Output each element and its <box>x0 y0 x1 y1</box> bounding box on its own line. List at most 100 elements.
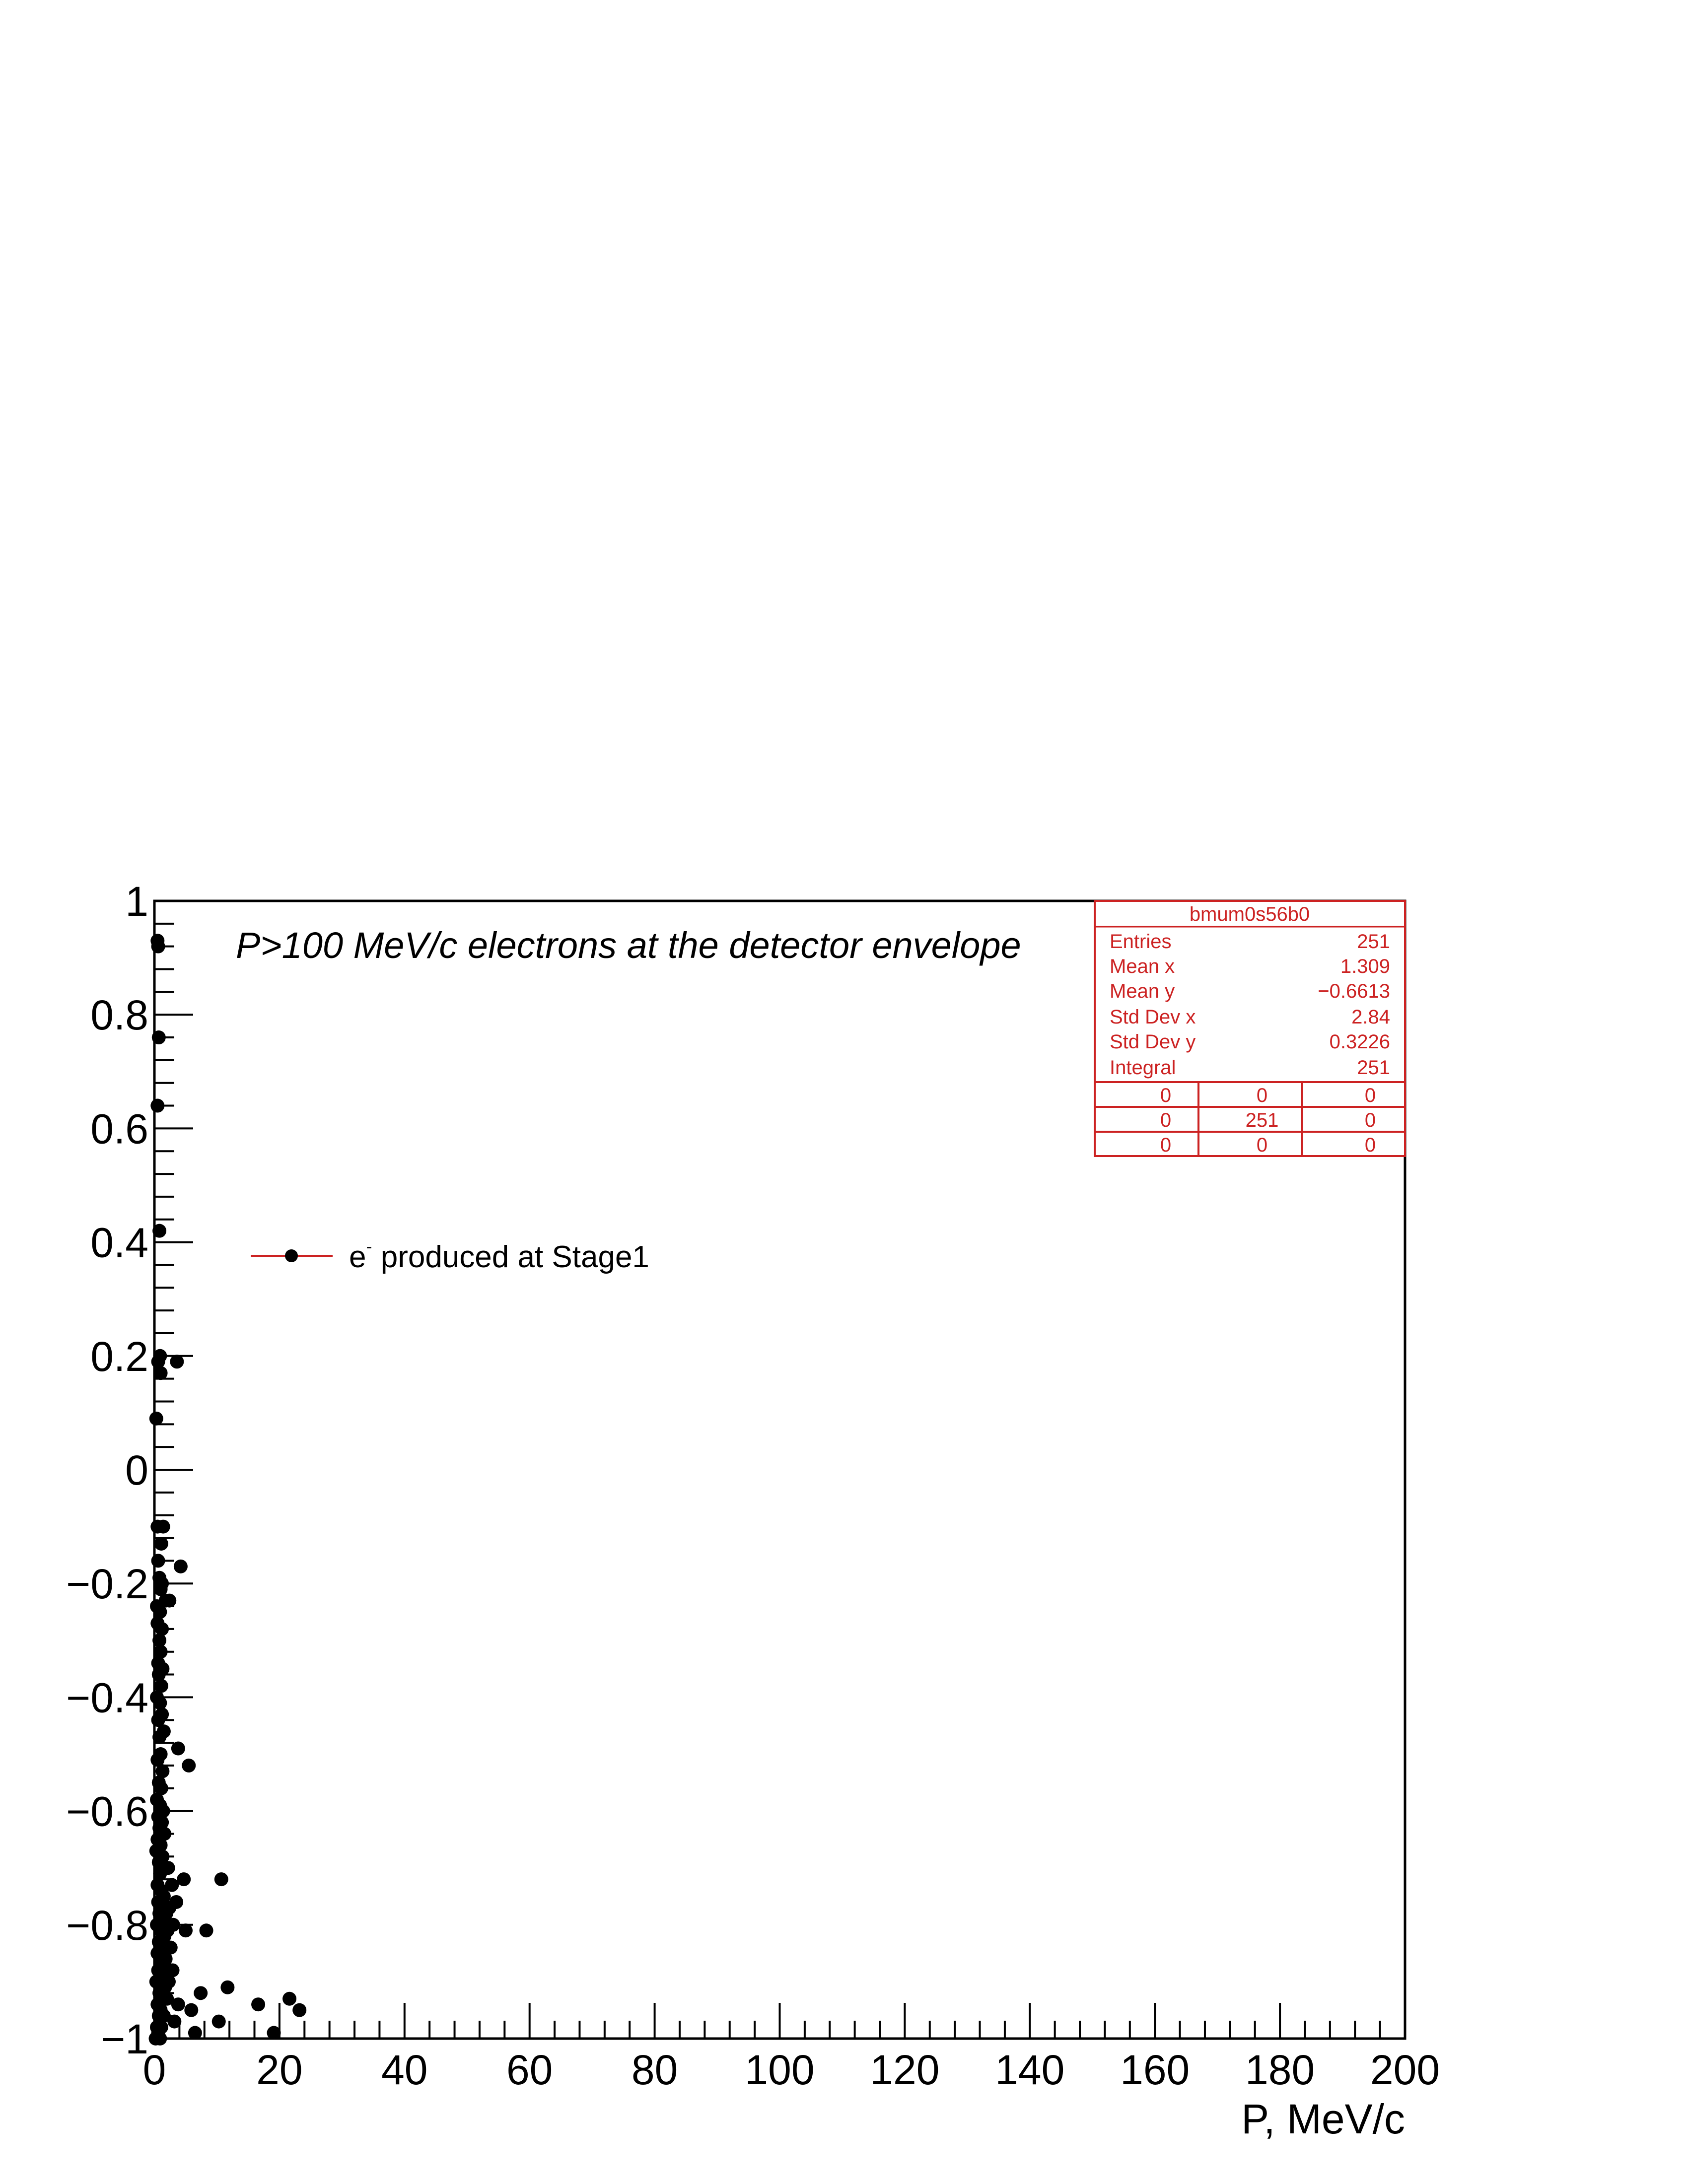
x-tick-label: 180 <box>1245 2047 1315 2093</box>
stats-grid-cell: 0 <box>1160 1085 1171 1106</box>
data-point <box>170 1355 184 1369</box>
x-tick-label: 20 <box>256 2047 302 2093</box>
data-point <box>156 1519 170 1534</box>
stats-grid-cell: 0 <box>1257 1134 1267 1156</box>
stats-grid-cell: 0 <box>1365 1085 1376 1106</box>
data-point <box>155 1764 170 1778</box>
stats-label-mean-y: Mean y <box>1110 980 1175 1002</box>
x-tick-label: 120 <box>870 2047 939 2093</box>
data-point <box>156 2009 171 2023</box>
stats-label-entries: Entries <box>1110 931 1172 953</box>
data-point <box>178 1923 193 1938</box>
data-point <box>155 1622 169 1636</box>
data-point <box>154 1536 168 1551</box>
data-point <box>154 1781 168 1795</box>
data-point <box>151 1355 165 1369</box>
data-point <box>171 1997 185 2012</box>
x-tick-label: 160 <box>1120 2047 1190 2093</box>
data-point <box>153 1366 168 1380</box>
stats-grid-cell: 0 <box>1365 1109 1376 1131</box>
stats-grid-cell: 0 <box>1257 1085 1267 1106</box>
data-point <box>151 1713 165 1727</box>
y-tick-label: −0.6 <box>66 1788 148 1835</box>
stats-grid-cell: 251 <box>1246 1109 1279 1131</box>
stats-value-std-dev-x: 2.84 <box>1351 1006 1390 1028</box>
chart-title: P>100 MeV/c electrons at the detector en… <box>236 925 1021 966</box>
stats-value-integral: 251 <box>1357 1057 1390 1079</box>
stats-label-std-dev-x: Std Dev x <box>1110 1006 1196 1028</box>
data-point <box>211 2014 226 2029</box>
y-tick-label: 1 <box>125 878 148 925</box>
x-tick-label: 200 <box>1370 2047 1440 2093</box>
legend-marker <box>285 1249 298 1262</box>
data-point <box>199 1923 213 1938</box>
data-point <box>150 1098 165 1113</box>
x-tick-label: 60 <box>506 2047 553 2093</box>
y-tick-label: −0.4 <box>66 1674 148 1721</box>
stats-label-std-dev-y: Std Dev y <box>1110 1031 1196 1053</box>
y-tick-label: −1 <box>101 2016 148 2062</box>
stats-label-mean-x: Mean x <box>1110 956 1175 977</box>
y-tick-label: 0.4 <box>90 1220 148 1266</box>
data-point <box>188 2026 202 2040</box>
data-point <box>184 2003 199 2017</box>
data-point <box>165 1878 179 1892</box>
data-point <box>177 1872 191 1887</box>
data-points <box>148 934 307 2046</box>
data-point <box>151 1554 165 1568</box>
y-tick-label: −0.8 <box>66 1902 148 1949</box>
stats-label-integral: Integral <box>1110 1057 1176 1079</box>
data-point <box>267 2026 281 2040</box>
data-point <box>151 939 165 954</box>
y-tick-label: −0.2 <box>66 1561 148 1607</box>
stats-title: bmum0s56b0 <box>1190 903 1310 925</box>
data-point <box>151 1667 166 1682</box>
x-tick-label: 140 <box>995 2047 1064 2093</box>
x-tick-label: 100 <box>745 2047 814 2093</box>
data-point <box>167 2014 182 2029</box>
stats-value-mean-x: 1.309 <box>1340 956 1390 977</box>
data-point <box>292 2003 307 2017</box>
data-point <box>153 1644 168 1659</box>
data-point <box>152 1224 167 1238</box>
y-tick-label: 0.6 <box>90 1105 148 1152</box>
legend: e- produced at Stage1 <box>251 1236 649 1274</box>
data-point <box>163 1940 178 1955</box>
y-tick-label: 0 <box>125 1447 148 1494</box>
data-point <box>214 1872 228 1887</box>
data-point <box>150 1753 165 1767</box>
x-tick-label: 80 <box>632 2047 678 2093</box>
data-point <box>151 1030 166 1045</box>
stats-value-entries: 251 <box>1357 931 1390 953</box>
data-point <box>173 1559 188 1573</box>
stats-grid-cell: 0 <box>1160 1134 1171 1156</box>
data-point <box>194 1986 208 2000</box>
data-point <box>282 1991 297 2006</box>
data-point <box>152 1730 167 1744</box>
data-point <box>171 1741 185 1756</box>
y-tick-label: 0.8 <box>90 992 148 1038</box>
legend-label: e- produced at Stage1 <box>349 1236 649 1274</box>
data-point <box>151 1895 165 1909</box>
data-point <box>152 1633 167 1647</box>
data-point <box>182 1758 196 1773</box>
data-point <box>220 1980 235 1994</box>
data-point <box>251 1997 266 2012</box>
data-point <box>165 1963 180 1978</box>
stats-box: bmum0s56b0 Entries 251 Mean x 1.309 Mean… <box>1094 900 1406 1157</box>
stats-grid-cell: 0 <box>1365 1134 1376 1156</box>
data-point <box>155 1576 169 1591</box>
data-point <box>153 1696 167 1710</box>
data-point <box>153 1866 167 1881</box>
x-axis-ticks: 0 20 40 60 80 100 120 140 160 180 200 <box>143 2003 1440 2093</box>
data-point <box>154 1679 168 1693</box>
legend-label-base: e <box>349 1240 366 1274</box>
data-point <box>153 1605 167 1619</box>
data-point <box>148 2032 163 2046</box>
stats-value-mean-y: −0.6613 <box>1318 980 1390 1002</box>
legend-label-suffix: produced at Stage1 <box>372 1240 649 1274</box>
x-tick-label: 0 <box>143 2047 166 2093</box>
y-tick-label: 0.2 <box>90 1333 148 1380</box>
legend-label-superscript: - <box>366 1236 372 1256</box>
